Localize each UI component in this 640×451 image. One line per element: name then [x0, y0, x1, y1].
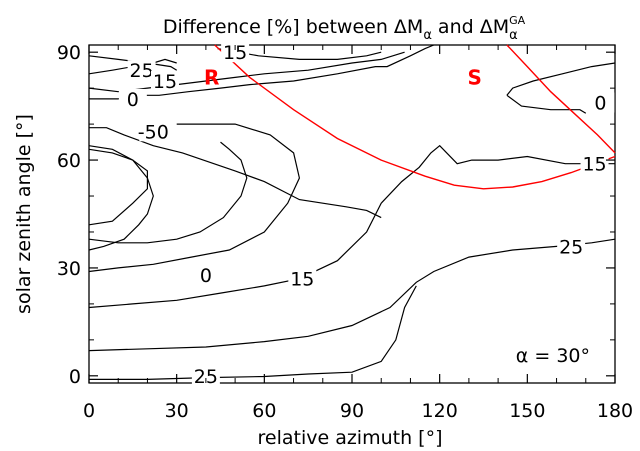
- contour-label-1: 25: [130, 60, 154, 82]
- alpha-annotation: α = 30°: [516, 345, 590, 367]
- contour-label-7: 25: [194, 366, 218, 388]
- contour-line-5: [89, 127, 382, 219]
- plot-frame: [88, 44, 616, 384]
- boundary-curves: [214, 44, 616, 190]
- x-tick-label-5: 150: [509, 400, 545, 422]
- contour-line-11: [88, 238, 616, 352]
- contour-line-10: [88, 144, 615, 309]
- x-tick-label-3: 90: [340, 400, 364, 422]
- contour-label-bg-6: [288, 268, 317, 289]
- y-tick-label-0: 0: [69, 366, 81, 388]
- title-sub-1: α: [423, 28, 432, 43]
- contour-label-bg-8: [557, 236, 586, 257]
- y-tick-label-2: 60: [57, 150, 81, 172]
- contour-label-bg-4: [139, 121, 168, 142]
- contour-line-14: [506, 94, 587, 114]
- title-prefix: Difference [%] between: [163, 16, 394, 38]
- contour-line-3: [217, 48, 382, 60]
- contour-line-6: [88, 145, 154, 251]
- contour-label-2: 15: [153, 71, 177, 93]
- x-tick-label-6: 180: [597, 400, 633, 422]
- contour-label-bg-0: [221, 42, 250, 63]
- contour-label-bg-5: [191, 265, 220, 286]
- title-and: and: [432, 16, 480, 38]
- contour-label-bg-3: [118, 88, 147, 109]
- contour-label-10: 0: [594, 93, 606, 115]
- contour-label-9: 15: [582, 154, 606, 176]
- x-tick-label-2: 60: [252, 400, 276, 422]
- y-tick-label-1: 30: [57, 258, 81, 280]
- marker-r: R: [204, 65, 219, 89]
- contour-label-3: 0: [127, 89, 139, 111]
- title-sub-2: α: [509, 28, 518, 43]
- contour-label-8: 25: [559, 236, 583, 258]
- contour-label-4: -50: [138, 121, 169, 143]
- contour-label-5: 0: [200, 265, 212, 287]
- title-delta-2: ΔM: [480, 16, 509, 38]
- contour-line-7: [88, 148, 148, 226]
- boundary-curve-r: [214, 44, 616, 190]
- contour-label-bg-9: [580, 153, 609, 174]
- contour-label-bg-2: [150, 70, 179, 91]
- title-delta-1: ΔM: [394, 16, 423, 38]
- contour-label-bg-7: [191, 365, 220, 386]
- y-axis-label: solar zenith angle [°]: [13, 114, 35, 314]
- marker-s: S: [468, 65, 482, 89]
- x-tick-label-0: 0: [83, 400, 95, 422]
- y-tick-label-3: 90: [57, 42, 81, 64]
- x-tick-label-4: 120: [422, 400, 458, 422]
- contour-line-9: [88, 141, 248, 244]
- contour-label-0: 15: [223, 42, 247, 64]
- contour-label-bg-10: [586, 92, 615, 113]
- title-sup: GA: [509, 14, 526, 27]
- x-tick-label-1: 30: [165, 400, 189, 422]
- contour-line-12: [89, 285, 417, 380]
- contour-lines: [88, 44, 616, 380]
- boundary-curve-s: [506, 44, 616, 154]
- contour-label-6: 15: [290, 269, 314, 291]
- contour-line-13: [506, 62, 616, 96]
- contour-label-bg-1: [127, 60, 156, 81]
- chart-title: Difference [%] between ΔMα and ΔMGA α: [163, 14, 526, 43]
- contour-line-8: [88, 123, 301, 273]
- x-axis-label: relative azimuth [°]: [257, 427, 442, 449]
